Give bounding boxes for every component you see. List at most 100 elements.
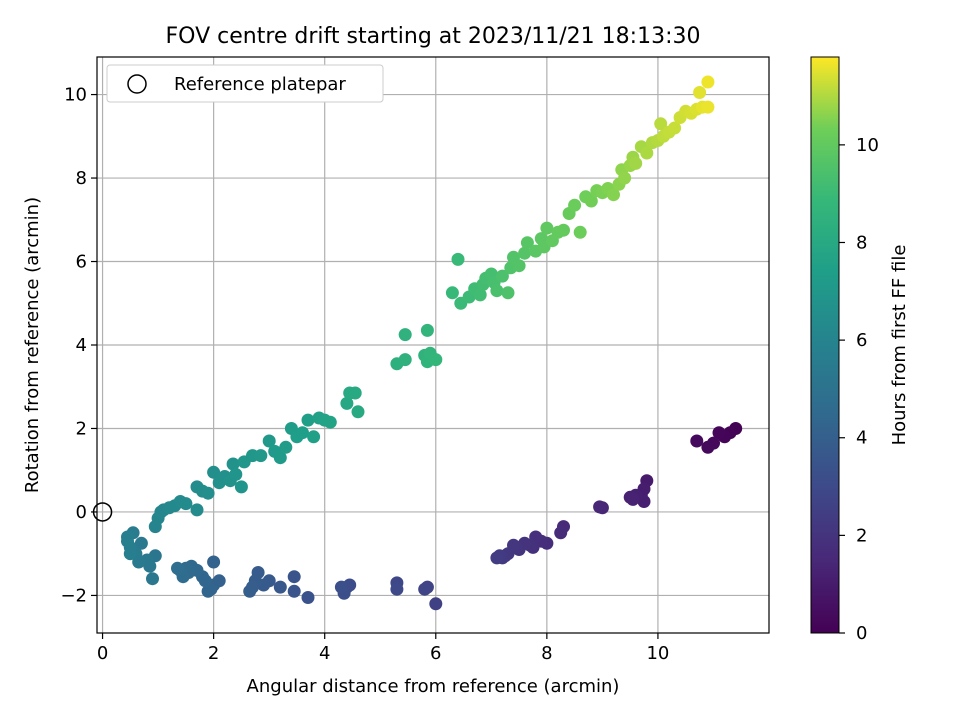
data-point <box>418 582 432 596</box>
data-point <box>584 194 598 208</box>
x-tick-label: 8 <box>541 643 552 664</box>
x-tick-label: 6 <box>430 643 441 664</box>
x-tick-label: 10 <box>646 643 669 664</box>
data-point <box>629 156 643 170</box>
y-axis-label: Rotation from reference (arcmin) <box>22 197 43 493</box>
data-point <box>229 467 243 481</box>
x-tick-label: 2 <box>208 643 219 664</box>
y-axis-ticks: −2 0 2 4 6 8 10 <box>60 85 97 606</box>
y-tick-label: 4 <box>76 335 87 356</box>
data-point <box>701 100 715 114</box>
data-point <box>512 259 526 273</box>
data-point <box>146 572 159 586</box>
y-tick-label: −2 <box>60 585 87 606</box>
colorbar-tick-label: 8 <box>856 232 867 253</box>
data-point <box>693 86 707 99</box>
data-point <box>348 386 362 400</box>
data-point <box>554 526 568 540</box>
data-point <box>351 405 365 419</box>
data-point <box>701 75 715 89</box>
data-point <box>179 497 193 511</box>
data-points <box>121 75 743 611</box>
legend-box <box>106 64 384 103</box>
data-point <box>234 480 248 494</box>
colorbar-tick-label: 6 <box>856 330 867 351</box>
colorbar-tick-label: 10 <box>856 135 879 156</box>
y-tick-label: 2 <box>76 418 87 439</box>
data-point <box>593 500 607 514</box>
data-point <box>668 121 682 135</box>
data-point <box>520 236 534 250</box>
data-point <box>254 449 268 463</box>
colorbar-gradient <box>810 56 840 634</box>
data-point <box>301 591 315 604</box>
data-point <box>123 547 137 561</box>
data-point <box>495 269 509 283</box>
colorbar-tick-label: 4 <box>856 428 867 449</box>
data-point <box>201 584 215 598</box>
data-point <box>390 582 404 596</box>
data-point <box>445 286 459 300</box>
data-point <box>626 492 640 506</box>
x-axis-ticks: 0 2 4 6 8 10 <box>97 633 669 664</box>
data-point <box>607 188 620 202</box>
data-point <box>618 171 632 185</box>
data-point <box>226 457 240 471</box>
data-point <box>398 353 412 367</box>
colorbar-label: Hours from first FF file <box>889 245 910 446</box>
data-point <box>121 534 134 548</box>
data-point <box>398 328 412 342</box>
legend-entry-reference-platepar: Reference platepar <box>174 74 346 95</box>
data-point <box>451 252 465 266</box>
chart-title: FOV centre drift starting at 2023/11/21 … <box>166 24 701 49</box>
colorbar-tick-label: 0 <box>856 623 867 644</box>
data-point <box>207 465 221 479</box>
data-point <box>273 580 287 594</box>
data-point <box>273 451 287 465</box>
colorbar: 0 2 4 6 8 10 Hours from first FF file <box>810 56 910 644</box>
data-point <box>501 286 515 300</box>
data-point <box>287 584 301 598</box>
data-point <box>518 246 532 260</box>
data-point <box>307 430 321 444</box>
data-point <box>134 536 148 550</box>
data-point <box>243 584 257 598</box>
data-point <box>296 426 309 440</box>
colorbar-tick-label: 2 <box>856 525 867 546</box>
y-tick-label: 6 <box>76 252 87 273</box>
y-tick-label: 0 <box>76 502 87 523</box>
data-point <box>690 434 704 448</box>
data-point <box>262 434 276 448</box>
data-point <box>429 597 443 611</box>
x-tick-label: 0 <box>97 643 108 664</box>
data-point <box>712 426 726 440</box>
data-point <box>473 288 487 302</box>
data-point <box>287 570 301 584</box>
data-point <box>557 223 570 237</box>
data-point <box>279 440 293 454</box>
legend: Reference platepar <box>106 64 384 103</box>
data-point <box>568 198 582 212</box>
data-point <box>429 353 443 367</box>
grid-lines <box>97 57 769 633</box>
data-point <box>340 396 354 410</box>
legend-marker-circle <box>127 74 147 94</box>
x-tick-label: 4 <box>319 643 330 664</box>
data-point <box>573 225 587 239</box>
data-point <box>190 503 204 517</box>
data-point <box>490 284 504 298</box>
y-tick-label: 8 <box>76 168 87 189</box>
x-axis-label: Angular distance from reference (arcmin) <box>247 676 620 697</box>
data-point <box>420 323 434 337</box>
data-point <box>207 555 221 569</box>
y-tick-label: 10 <box>64 85 87 106</box>
colorbar-ticks: 0 2 4 6 8 10 <box>839 135 879 644</box>
data-point <box>301 413 315 427</box>
data-point <box>490 551 504 565</box>
data-point <box>334 580 348 594</box>
data-point <box>201 486 215 500</box>
data-point <box>323 415 337 429</box>
data-point <box>171 561 184 575</box>
data-point <box>640 146 654 160</box>
